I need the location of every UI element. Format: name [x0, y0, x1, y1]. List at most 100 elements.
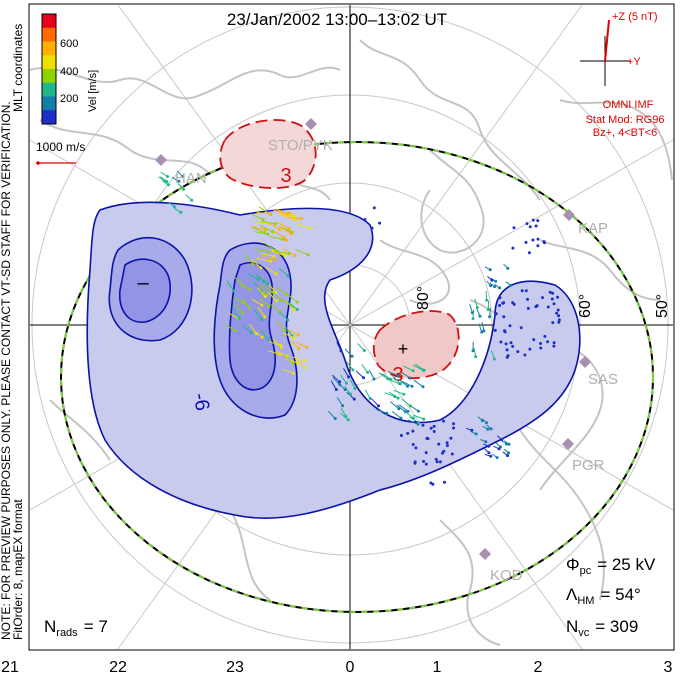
vector-line: [412, 364, 424, 371]
vector-line: [480, 439, 486, 443]
vector-origin: [536, 237, 540, 241]
vector-origin: [524, 289, 528, 293]
radar-label-kap: KAP: [578, 220, 608, 237]
vector-line: [251, 226, 266, 231]
vector-line: [259, 284, 268, 296]
vector-line: [276, 221, 290, 229]
imf-source: OMNI IMF: [603, 99, 654, 111]
mlt-tick-1: 1: [433, 659, 442, 674]
vector-line: [489, 282, 495, 287]
mlt-tick-2: 2: [534, 659, 543, 674]
vector-line: [398, 404, 409, 412]
nvc-subscript: vc: [578, 627, 590, 639]
vector-line: [267, 291, 277, 302]
vector-line: [278, 267, 289, 277]
vector-origin: [552, 302, 556, 306]
lambda-symbol: Λ: [566, 585, 578, 604]
vector-origin: [512, 226, 516, 230]
vector-line: [484, 453, 491, 457]
lat-label-60: 60°: [577, 294, 594, 318]
vector-origin: [494, 312, 498, 316]
vector-line: [167, 201, 175, 208]
vector-origin: [551, 291, 555, 295]
vector-line: [251, 298, 263, 306]
vector-line: [279, 213, 294, 217]
vector-origin: [411, 429, 415, 433]
vector-line: [483, 443, 489, 447]
vector-line: [268, 350, 281, 355]
vector-line: [292, 356, 305, 362]
vector-line: [368, 369, 375, 380]
vector-line: [173, 207, 182, 213]
negative-cell-outer: [86, 201, 581, 519]
vector-line: [413, 379, 424, 388]
vector-line: [346, 392, 355, 400]
vector-origin: [413, 461, 417, 465]
vector-origin: [548, 290, 552, 294]
vector-line: [177, 183, 184, 190]
vector-line: [276, 321, 286, 331]
colorbar-segment: [42, 14, 56, 29]
vector-line: [279, 225, 292, 235]
vector-line: [274, 250, 289, 254]
vector-origin: [536, 244, 540, 248]
imf-vector: [604, 19, 610, 62]
vector-origin: [432, 424, 436, 428]
vector-line: [474, 298, 478, 308]
vector-origin: [421, 423, 425, 427]
vector-line: [390, 401, 400, 410]
mlt-tick-0: 0: [346, 659, 355, 674]
vector-origin: [509, 341, 513, 345]
vector-line: [413, 414, 424, 420]
vector-line: [263, 242, 276, 251]
vector-line: [401, 380, 413, 387]
mlt-tick-21: 21: [1, 659, 19, 674]
phi-value: = 25 kV: [597, 555, 656, 574]
vector-origin: [438, 460, 442, 464]
vector-origin: [551, 321, 555, 325]
vector-line: [250, 213, 264, 221]
vector-line: [336, 397, 344, 406]
vector-line: [251, 259, 262, 269]
vector-line: [497, 435, 503, 441]
radar-label-kod: KOD: [490, 567, 523, 584]
vector-origin: [543, 334, 547, 338]
nvc-symbol: N: [566, 617, 578, 636]
vector-line: [344, 348, 353, 357]
vector-line: [476, 307, 481, 317]
vector-line: [485, 291, 488, 301]
vector-origin: [445, 444, 449, 448]
vector-line: [160, 171, 168, 177]
colorbar-title: Vel [m/s]: [87, 70, 99, 112]
vector-line: [482, 425, 489, 430]
vector-origin: [503, 330, 507, 334]
vector-line: [408, 416, 419, 423]
vector-line: [228, 312, 240, 320]
radar-label-sas: SAS: [588, 371, 618, 388]
positive-cell-north: [219, 119, 317, 189]
nrads-value: = 7: [84, 617, 108, 636]
vector-origin: [445, 441, 449, 445]
vector-origin: [432, 430, 436, 433]
vector-origin: [557, 314, 561, 318]
vector-origin: [535, 304, 539, 308]
vector-line: [249, 323, 257, 335]
vector-origin: [422, 459, 426, 463]
vector-origin: [372, 206, 376, 210]
vector-origin: [531, 218, 535, 222]
vector-origin: [414, 446, 418, 450]
vector-origin: [437, 442, 441, 446]
phi-symbol: Φ: [566, 555, 580, 574]
vector-origin: [363, 218, 367, 222]
vector-line: [278, 311, 289, 321]
radar-label-sto-pyk: STO/PYK: [268, 137, 333, 154]
vector-line: [282, 332, 295, 339]
colorbar-tick-400: 400: [60, 66, 78, 78]
vector-line: [388, 391, 399, 399]
vector-origin: [532, 338, 536, 342]
vector-origin: [442, 419, 445, 423]
vector-origin: [431, 482, 435, 486]
vector-line: [398, 379, 408, 387]
vector-line: [481, 321, 485, 332]
vector-origin: [370, 226, 374, 230]
